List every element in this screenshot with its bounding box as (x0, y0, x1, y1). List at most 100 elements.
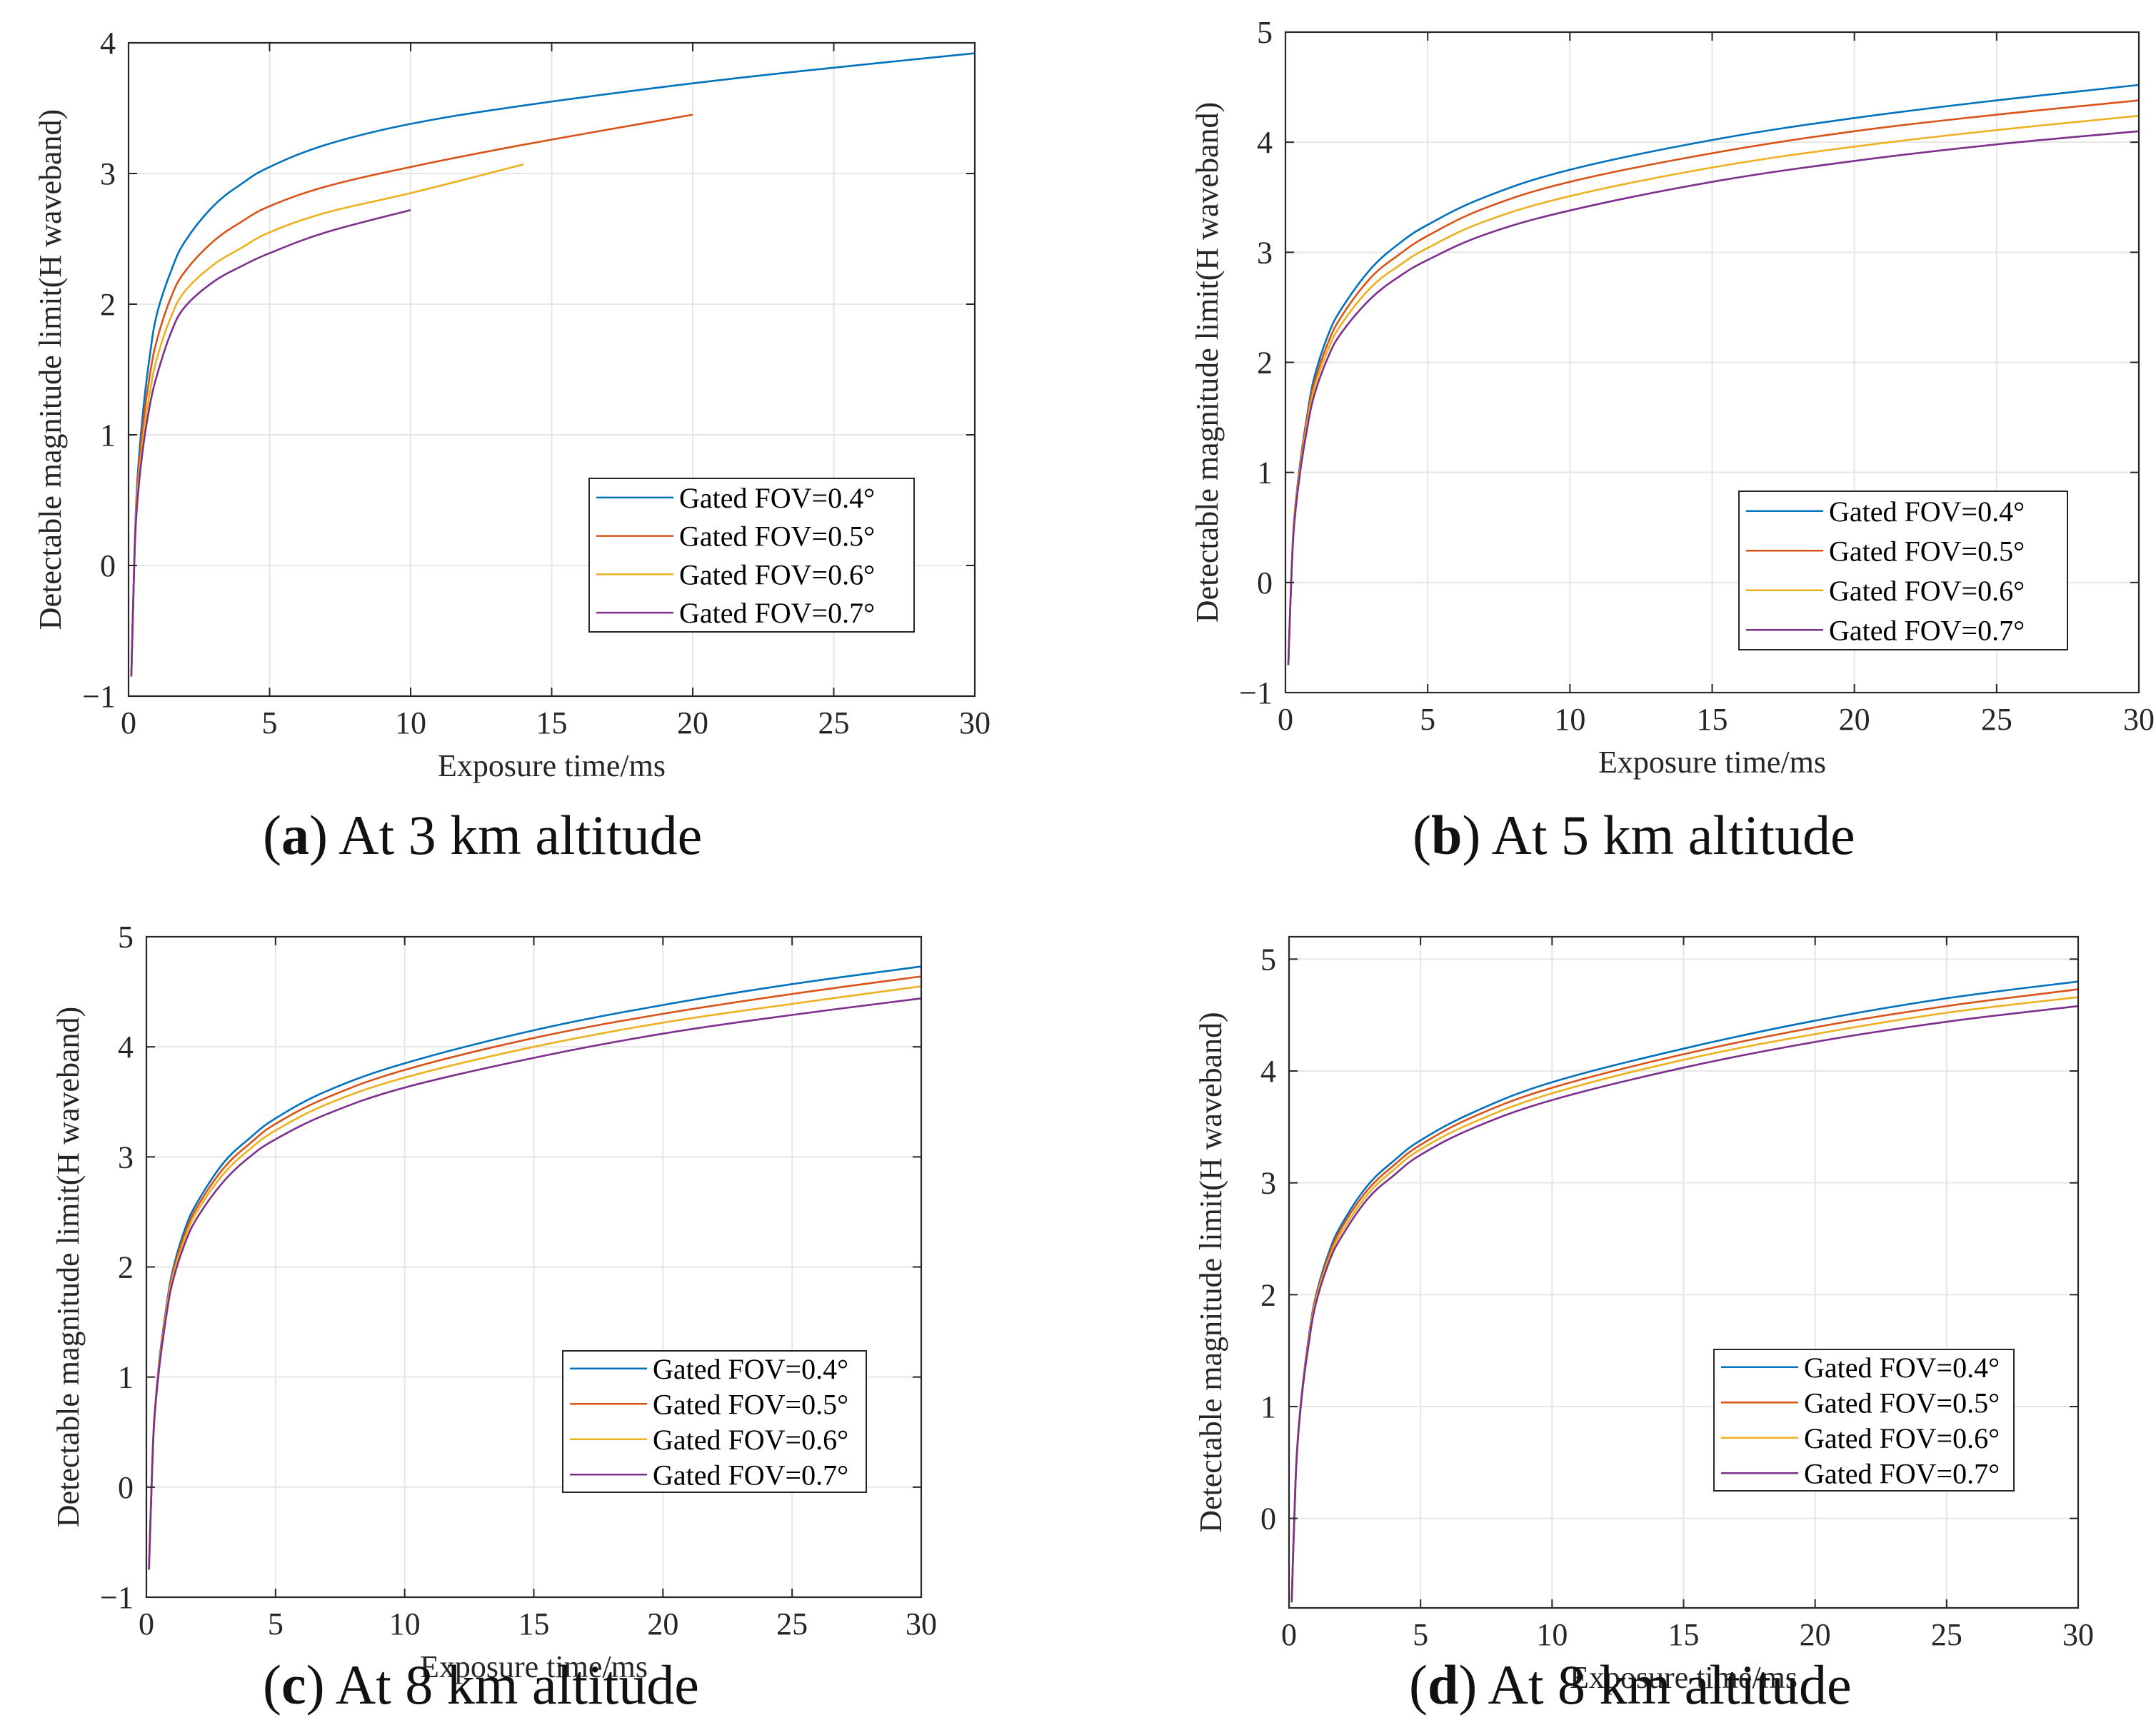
x-tick-label-d: 0 (1281, 1617, 1297, 1652)
y-axis-label-a: Detectable magnitude limit(H waveband) (33, 109, 68, 630)
x-tick-label-d: 30 (2062, 1617, 2094, 1652)
legend-label-d-1: Gated FOV=0.4° (1804, 1352, 2000, 1384)
y-tick-label-a: 4 (100, 26, 116, 61)
x-tick-label-b: 15 (1697, 702, 1728, 737)
legend-label-c-4: Gated FOV=0.7° (653, 1459, 848, 1491)
x-tick-label-b: 10 (1554, 702, 1585, 737)
series-line-a-4 (130, 208, 411, 677)
legend-label-a-1: Gated FOV=0.4° (679, 482, 875, 514)
chart-panel-d: 0 5 10 15 20 25 30 0 1 2 3 4 5 Exposure time/ms Detect… (1078, 878, 2156, 1695)
x-tick-label-a: 5 (262, 705, 278, 740)
y-tick-label-b: −1 (1239, 675, 1273, 710)
chart-panel-a: 0 5 10 15 20 25 30 −1 0 1 2 3 4 Exposure time/ms Detec… (0, 0, 1078, 835)
x-axis-label-d: Exposure time/ms (1570, 1660, 1797, 1695)
x-tick-label-c: 20 (647, 1606, 678, 1641)
x-tick-label-a: 25 (818, 705, 850, 740)
y-tick-label-a: −1 (82, 679, 116, 714)
caption-c-letter: c (281, 1654, 306, 1716)
x-tick-label-d: 10 (1536, 1617, 1568, 1652)
series-line-c-4 (148, 997, 922, 1570)
x-tick-label-b: 25 (1981, 702, 2012, 737)
caption-d-text: At 8 km altitude (1488, 1654, 1852, 1716)
x-axis-label-a: Exposure time/ms (438, 748, 666, 783)
legend-box-b (1738, 491, 2068, 650)
y-tick-label-d: 4 (1260, 1054, 1276, 1089)
legend-label-b-1: Gated FOV=0.4° (1829, 496, 2025, 528)
y-tick-label-d: 0 (1260, 1502, 1276, 1537)
caption-a: (a) At 3 km altitude (263, 804, 703, 866)
y-tick-label-b: 3 (1257, 235, 1273, 270)
y-tick-label-b: 0 (1257, 565, 1273, 600)
caption-b-letter: b (1430, 804, 1463, 866)
x-tick-label-a: 10 (395, 705, 426, 740)
legend-box-c (562, 1350, 867, 1493)
y-tick-label-a: 0 (100, 548, 116, 583)
y-tick-label-c: 0 (118, 1470, 134, 1505)
legend-label-c-1: Gated FOV=0.4° (653, 1353, 848, 1385)
chart-d-svg: 0 5 10 15 20 25 30 0 1 2 3 4 5 Exposure time/ms Detect… (1193, 935, 2094, 1695)
caption-a-letter: a (281, 804, 309, 866)
caption-c: (c) At 8 km altitude (263, 1654, 699, 1716)
legend-label-a-2: Gated FOV=0.5° (679, 520, 875, 553)
x-tick-label-a: 20 (677, 705, 708, 740)
x-axis-label-c: Exposure time/ms (420, 1649, 648, 1684)
x-tick-label-b: 30 (2123, 702, 2155, 737)
legend-box-d (1713, 1349, 2015, 1492)
legend-box-a (588, 478, 915, 633)
x-tick-label-c: 25 (776, 1606, 808, 1641)
x-tick-label-b: 0 (1278, 702, 1293, 737)
x-tick-label-d: 25 (1931, 1617, 1962, 1652)
y-tick-label-b: 1 (1257, 456, 1273, 491)
y-tick-label-d: 2 (1260, 1277, 1276, 1312)
x-tick-label-b: 5 (1420, 702, 1435, 737)
legend-label-d-2: Gated FOV=0.5° (1804, 1387, 2000, 1419)
x-tick-label-a: 0 (121, 705, 136, 740)
y-axis-label-b: Detectable magnitude limit(H waveband) (1190, 102, 1225, 623)
x-tick-label-c: 30 (906, 1606, 937, 1641)
x-tick-label-c: 5 (268, 1606, 284, 1641)
x-tick-label-d: 5 (1413, 1617, 1428, 1652)
x-tick-label-a: 15 (536, 705, 568, 740)
legend-label-b-3: Gated FOV=0.6° (1829, 575, 2025, 607)
legend-label-a-4: Gated FOV=0.7° (679, 597, 875, 629)
x-tick-label-c: 10 (389, 1606, 421, 1641)
series-line-d-4 (1290, 1005, 2079, 1603)
y-tick-label-a: 1 (100, 418, 116, 453)
x-tick-label-b: 20 (1839, 702, 1870, 737)
y-tick-label-d: 3 (1260, 1166, 1276, 1201)
y-tick-label-b: 4 (1257, 125, 1273, 160)
x-tick-label-d: 15 (1668, 1617, 1700, 1652)
y-tick-label-d: 1 (1260, 1389, 1276, 1424)
x-tick-label-a: 30 (959, 705, 991, 740)
y-tick-label-b: 2 (1257, 346, 1273, 381)
x-axis-label-b: Exposure time/ms (1598, 745, 1826, 780)
caption-c-text: At 8 km altitude (335, 1654, 699, 1716)
legend-label-c-3: Gated FOV=0.6° (653, 1424, 848, 1456)
caption-b-text: At 5 km altitude (1491, 804, 1855, 866)
y-tick-label-c: 3 (118, 1140, 134, 1175)
legend-label-a-3: Gated FOV=0.6° (679, 558, 875, 590)
x-tick-label-c: 0 (139, 1606, 154, 1641)
x-tick-label-c: 15 (518, 1606, 550, 1641)
y-tick-label-b: 5 (1257, 15, 1273, 50)
legend-label-d-3: Gated FOV=0.6° (1804, 1422, 2000, 1454)
chart-panel-c: 0 5 10 15 20 25 30 −1 0 1 2 3 4 5 Exposure time/ms Dete… (0, 878, 1078, 1684)
x-tick-label-d: 20 (1800, 1617, 1831, 1652)
y-axis-label-d: Detectable magnitude limit(H waveband) (1193, 1012, 1228, 1532)
y-tick-label-d: 5 (1260, 942, 1276, 977)
y-tick-label-c: 1 (118, 1360, 134, 1395)
y-axis-label-c: Detectable magnitude limit(H waveband) (51, 1007, 86, 1527)
caption-d: (d) At 8 km altitude (1409, 1654, 1852, 1716)
y-tick-label-c: −1 (100, 1580, 134, 1615)
caption-a-text: At 3 km altitude (339, 804, 703, 866)
y-tick-label-c: 2 (118, 1250, 134, 1285)
chart-panel-b: 0 5 10 15 20 25 30 −1 0 1 2 3 4 5 Exposure time/ms Dete… (1078, 0, 2156, 835)
legend-label-b-2: Gated FOV=0.5° (1829, 535, 2025, 567)
legend-label-d-4: Gated FOV=0.7° (1804, 1457, 2000, 1489)
legend-label-b-4: Gated FOV=0.7° (1829, 614, 2025, 646)
caption-d-letter: d (1427, 1654, 1459, 1716)
y-tick-label-a: 3 (100, 156, 116, 191)
caption-b: (b) At 5 km altitude (1413, 804, 1855, 866)
